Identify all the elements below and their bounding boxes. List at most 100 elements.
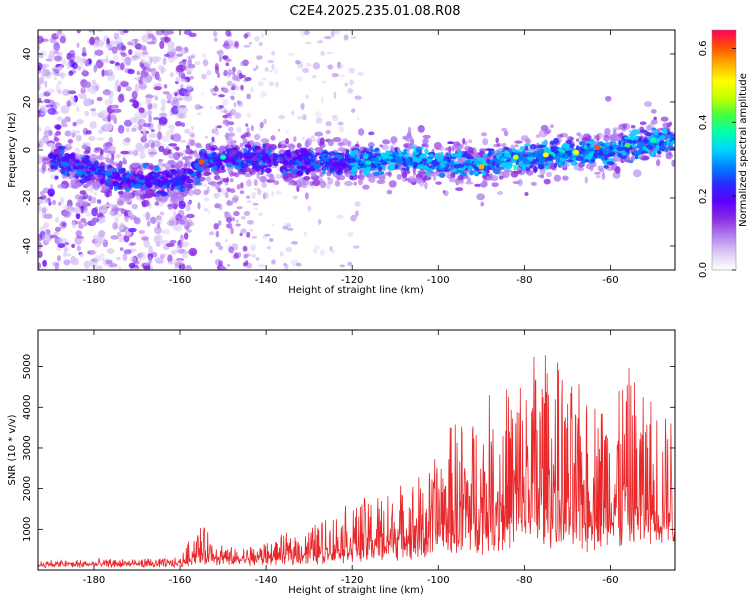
heatmap-cell	[183, 156, 193, 160]
heatmap-cell	[390, 136, 398, 144]
heatmap-cell	[159, 112, 168, 118]
heatmap-cell	[54, 226, 61, 232]
heatmap-cell	[236, 219, 239, 223]
heatmap-cell	[85, 130, 92, 135]
heatmap-cell	[40, 38, 49, 42]
heatmap-cell	[123, 119, 133, 127]
heatmap-cell	[292, 263, 296, 267]
heatmap-cell	[142, 163, 148, 169]
heatmap-cell	[154, 185, 159, 189]
heatmap-cell	[422, 175, 432, 181]
heatmap-cell	[189, 221, 195, 227]
heatmap-cell	[178, 108, 183, 114]
heatmap-cell	[326, 168, 331, 172]
heatmap-cell	[126, 177, 130, 183]
heatmap-cell	[304, 192, 309, 200]
heatmap-cell	[132, 57, 137, 62]
heatmap-cell	[60, 197, 65, 205]
heatmap-cell	[158, 145, 165, 153]
heatmap-cell	[334, 180, 341, 187]
heatmap-cell	[394, 147, 398, 153]
heatmap-cell	[64, 130, 72, 137]
heatmap-cell	[605, 95, 612, 102]
heatmap-cell	[143, 261, 149, 267]
heatmap-cell	[131, 103, 139, 107]
heatmap-cell	[104, 99, 113, 106]
heatmap-cell	[277, 156, 281, 163]
heatmap-cell	[204, 208, 209, 212]
heatmap-cell	[79, 92, 86, 100]
heatmap-cell	[236, 127, 242, 133]
heatmap-cell	[38, 93, 45, 99]
heatmap-cell	[524, 145, 529, 151]
heatmap-cell	[226, 187, 231, 193]
heatmap-cell	[228, 157, 234, 163]
heatmap-cell	[72, 166, 77, 171]
heatmap-cell	[209, 231, 215, 236]
heatmap-cell	[99, 209, 108, 214]
heatmap-cell	[306, 62, 312, 67]
heatmap-cell	[177, 112, 187, 119]
heatmap-cell	[271, 259, 276, 265]
heatmap-cell	[232, 150, 237, 154]
heatmap-cell	[160, 106, 164, 112]
heatmap-cell	[575, 155, 584, 162]
x-tick-label: -80	[516, 275, 532, 286]
heatmap-cell	[301, 67, 310, 74]
heatmap-cell	[235, 223, 241, 227]
heatmap-cell	[240, 163, 245, 168]
heatmap-cell	[503, 146, 509, 151]
heatmap-cell	[303, 175, 311, 181]
heatmap-cell	[228, 246, 234, 254]
heatmap-cell	[407, 143, 412, 151]
heatmap-cell	[88, 30, 95, 33]
heatmap-cell	[109, 40, 119, 46]
heatmap-cell	[38, 62, 43, 71]
heatmap-cell	[665, 135, 670, 139]
heatmap-cell	[61, 119, 67, 127]
heatmap-cell	[121, 183, 129, 188]
heatmap-cell	[157, 64, 164, 71]
heatmap-cell	[96, 96, 103, 102]
heatmap-cell	[140, 72, 145, 80]
heatmap-cell	[246, 200, 253, 204]
heatmap-cell	[327, 177, 334, 185]
heatmap-cell	[39, 105, 45, 112]
spectrogram-heatmap	[38, 30, 675, 270]
heatmap-cell	[54, 175, 59, 180]
heatmap-cell	[178, 259, 182, 263]
heatmap-cell	[190, 133, 196, 139]
heatmap-cell	[398, 150, 403, 157]
heatmap-cell	[221, 187, 227, 194]
heatmap-cell	[288, 167, 292, 173]
heatmap-cell	[210, 88, 214, 94]
heatmap-cell	[197, 166, 205, 172]
colorbar-tick-label: 0.0	[698, 262, 709, 278]
x-tick-label: -100	[427, 275, 450, 286]
heatmap-cell	[187, 168, 194, 174]
heatmap-cell	[391, 152, 397, 156]
heatmap-cell	[510, 170, 519, 178]
heatmap-cell	[226, 162, 230, 166]
heatmap-cell	[392, 140, 396, 146]
heatmap-cell	[185, 204, 191, 212]
heatmap-cell	[436, 155, 443, 162]
heatmap-cell	[194, 104, 202, 110]
heatmap-cell	[279, 153, 285, 157]
heatmap-cell	[359, 172, 365, 181]
heatmap-cell	[213, 192, 220, 199]
heatmap-cell	[166, 100, 172, 104]
heatmap-cell	[85, 211, 92, 217]
heatmap-cell	[124, 137, 131, 143]
heatmap-cell	[146, 41, 156, 45]
heatmap-cell	[118, 264, 122, 270]
heatmap-cell	[256, 188, 262, 196]
heatmap-cell	[605, 141, 610, 147]
heatmap-cell	[120, 62, 125, 71]
heatmap-cell	[148, 132, 157, 139]
heatmap-cell	[329, 166, 336, 172]
heatmap-cell	[82, 192, 89, 200]
spectrogram-ylabel: Frequency (Hz)	[7, 112, 18, 188]
heatmap-cell	[327, 139, 334, 147]
heatmap-cell	[142, 193, 151, 199]
